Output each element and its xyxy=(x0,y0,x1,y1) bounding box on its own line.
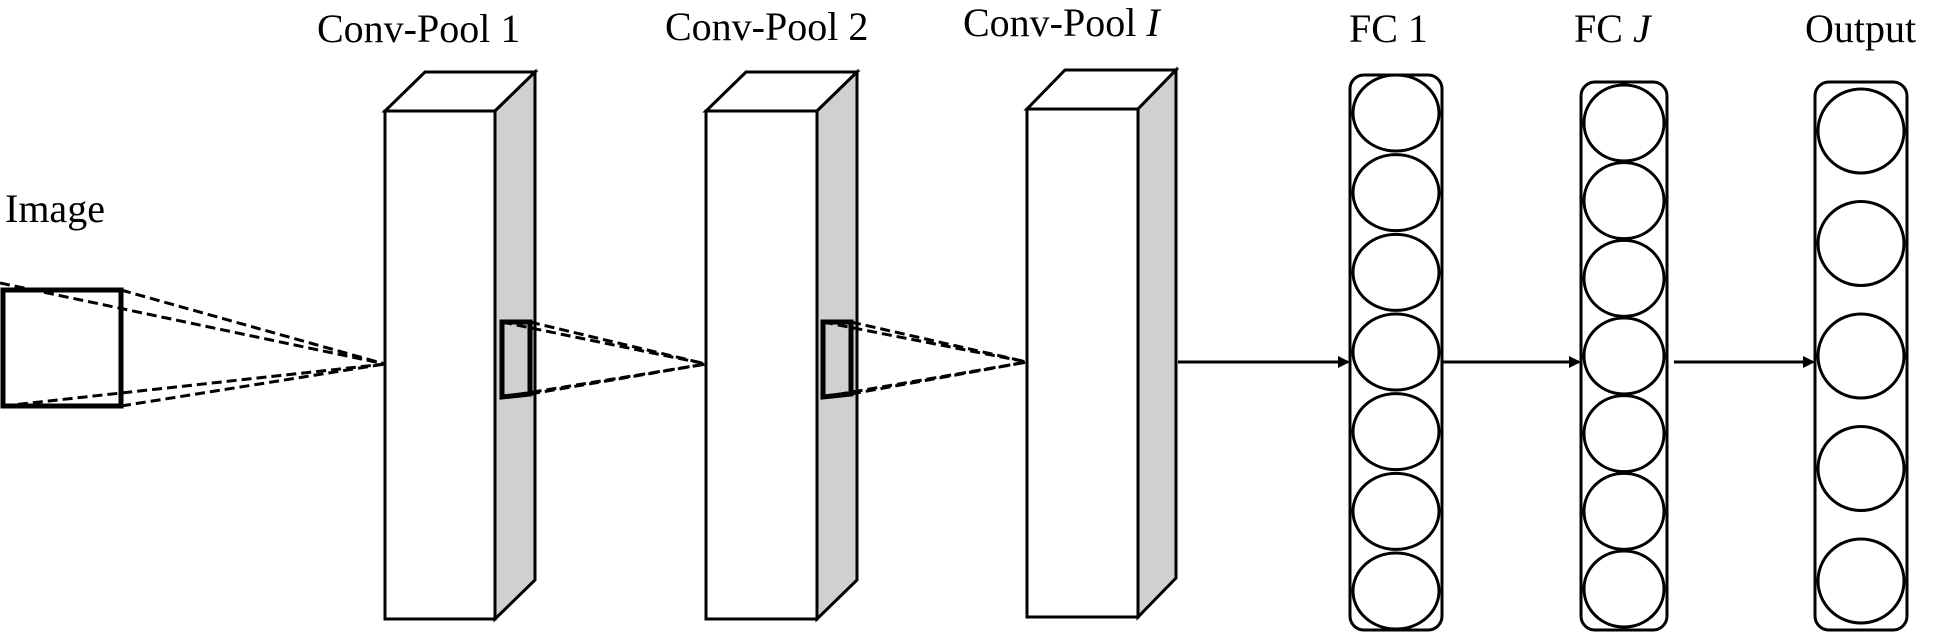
output-neurons xyxy=(1816,87,1906,625)
output-neuron xyxy=(1816,87,1906,175)
output-neuron xyxy=(1816,312,1906,400)
fc-j-neuron xyxy=(1582,549,1666,629)
projection-conv1-to-conv2 xyxy=(501,320,707,399)
conv-pool-i-variable: I xyxy=(1145,0,1161,45)
output-neuron xyxy=(1816,425,1906,512)
input-image-square xyxy=(0,287,124,409)
fc-j-neuron xyxy=(1582,394,1666,474)
fc-j-neuron xyxy=(1582,83,1666,163)
fc-j-variable: J xyxy=(1633,6,1653,51)
conv-pool-1-label: Conv-Pool 1 xyxy=(317,6,520,51)
fc-1-neurons xyxy=(1351,73,1441,631)
projection-conv2-to-convi xyxy=(822,320,1028,399)
conv-pool-2-block xyxy=(702,68,861,623)
output-neuron xyxy=(1816,537,1906,625)
fc-1-neuron xyxy=(1351,232,1441,312)
output-label: Output xyxy=(1805,6,1916,51)
conv-pool-1-block xyxy=(381,68,539,623)
fc-j-neuron xyxy=(1582,316,1666,396)
fc-j-neurons xyxy=(1582,83,1666,629)
conv-pool-i-block xyxy=(1023,66,1180,621)
fc-1-neuron xyxy=(1351,551,1441,631)
output-neuron xyxy=(1816,200,1906,287)
fc-1-label: FC 1 xyxy=(1349,6,1428,51)
fc-1-neuron xyxy=(1351,153,1441,233)
fc-1-layer xyxy=(1348,73,1444,632)
fc-1-neuron xyxy=(1351,392,1441,472)
fc-j-neuron xyxy=(1582,238,1666,318)
fc-1-neuron xyxy=(1351,312,1441,392)
fc-j-layer xyxy=(1579,80,1669,632)
conv-pool-i-label: Conv-Pool I xyxy=(963,0,1161,45)
fc-j-neuron xyxy=(1582,161,1666,241)
fc-j-label: FC J xyxy=(1574,6,1653,51)
output-layer xyxy=(1813,80,1909,632)
fc-j-neuron xyxy=(1582,471,1666,551)
fc-1-neuron xyxy=(1351,471,1441,551)
conv-pool-2-label: Conv-Pool 2 xyxy=(665,4,868,49)
projection-image-to-conv1 xyxy=(0,281,386,408)
conv-pool-i-prefix: Conv-Pool xyxy=(963,0,1146,45)
fc-j-prefix: FC xyxy=(1574,6,1633,51)
fc-1-neuron xyxy=(1351,73,1441,153)
image-label: Image xyxy=(5,186,105,231)
